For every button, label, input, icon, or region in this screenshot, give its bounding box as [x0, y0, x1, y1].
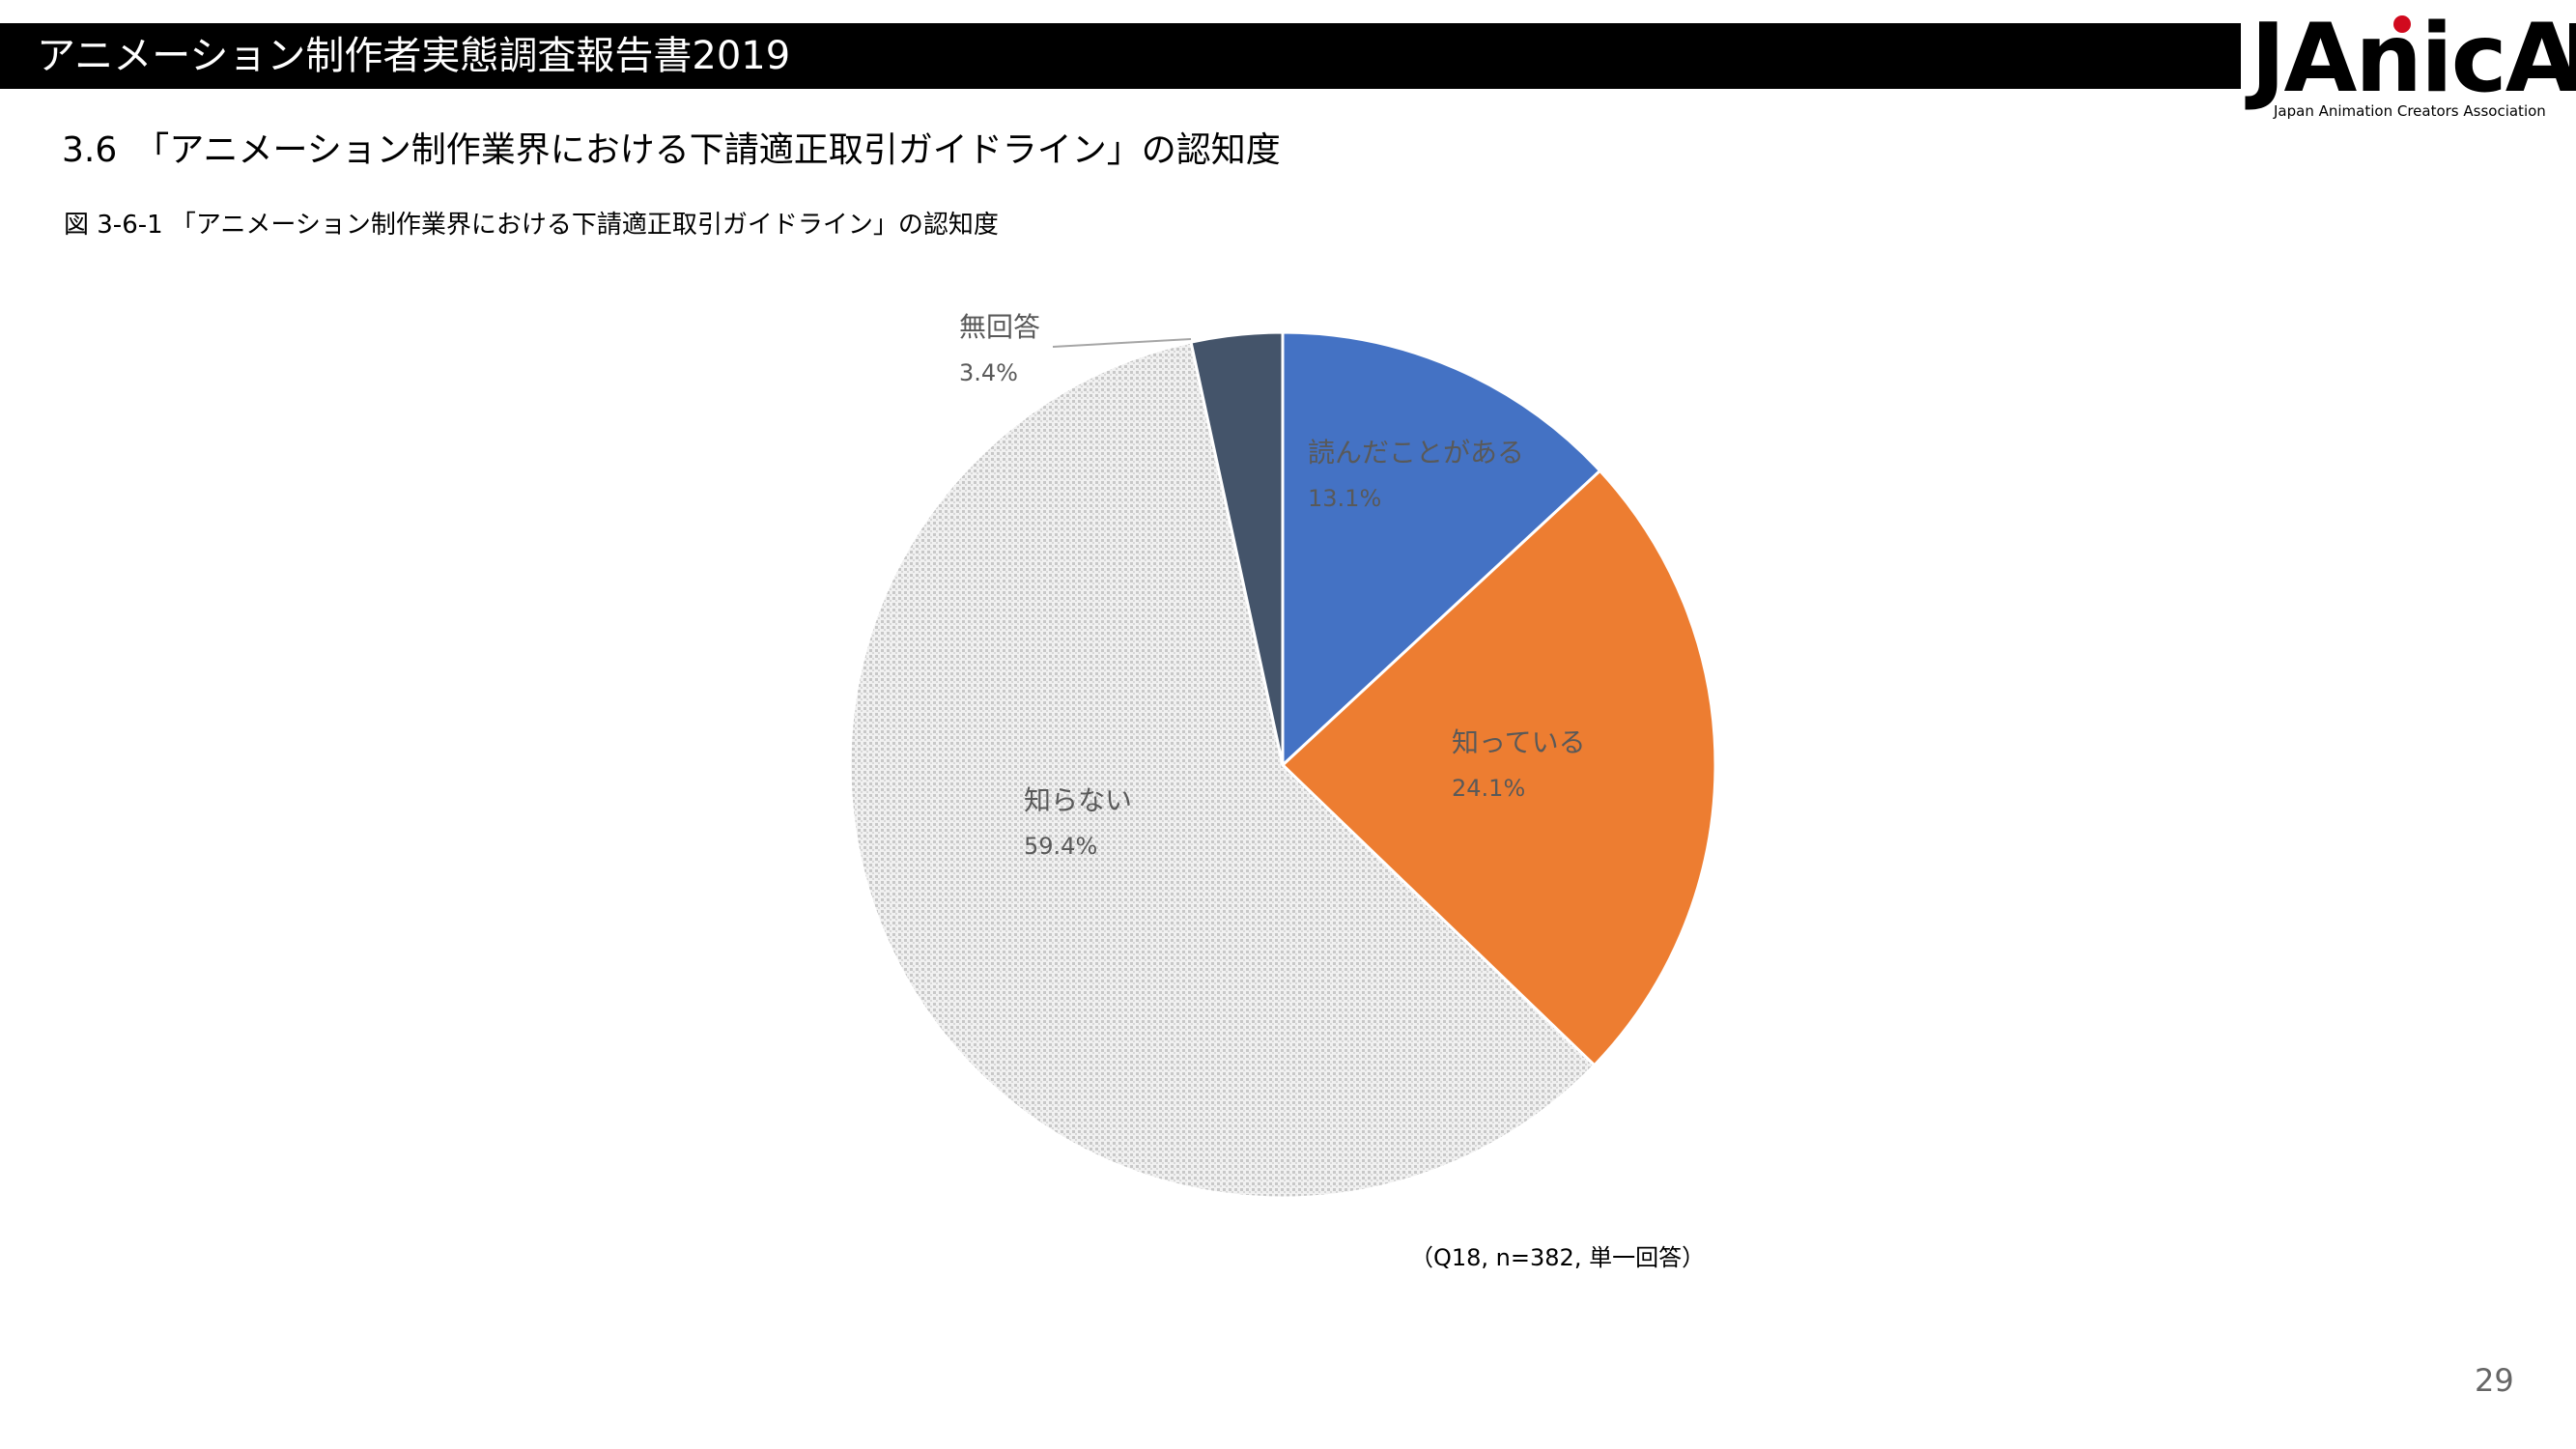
- survey-note: （Q18, n=382, 単一回答）: [1410, 1244, 1706, 1271]
- section-title: 3.6 「アニメーション制作業界における下請適正取引ガイドライン」の認知度: [62, 130, 1281, 170]
- pie-slice-1: [1281, 330, 1602, 769]
- logo-subtitle: Japan Animation Creators Association: [2274, 102, 2546, 120]
- slice-value-label-2: 24.1%: [1452, 775, 1525, 802]
- report-title: アニメーション制作者実態調査報告書2019: [37, 34, 791, 78]
- slice-category-label-1: 読んだことがある: [1308, 437, 1524, 469]
- pie-slice-4: [1189, 330, 1285, 766]
- slice-category-label-4: 無回答: [959, 311, 1040, 343]
- logo-mark: JAnicA: [2250, 4, 2576, 114]
- pie-slice-2: [1280, 469, 1717, 1067]
- slice-category-label-3: 知らない: [1024, 784, 1132, 816]
- header-bar: [0, 23, 2576, 89]
- slice-value-label-4: 3.4%: [959, 359, 1018, 386]
- slice-value-label-3: 59.4%: [1024, 833, 1097, 860]
- pie-slice-3: [848, 340, 1597, 1200]
- slice-value-label-1: 13.1%: [1308, 485, 1381, 512]
- page-number: 29: [2475, 1362, 2514, 1399]
- slice-category-label-2: 知っている: [1452, 726, 1586, 758]
- leader-line: [1052, 338, 1192, 348]
- figure-caption: 図 3-6-1 「アニメーション制作業界における下請適正取引ガイドライン」の認知…: [64, 211, 999, 240]
- janica-logo: JAnicA Japan Animation Creators Associat…: [2241, 6, 2576, 124]
- logo-dot: [2393, 15, 2411, 33]
